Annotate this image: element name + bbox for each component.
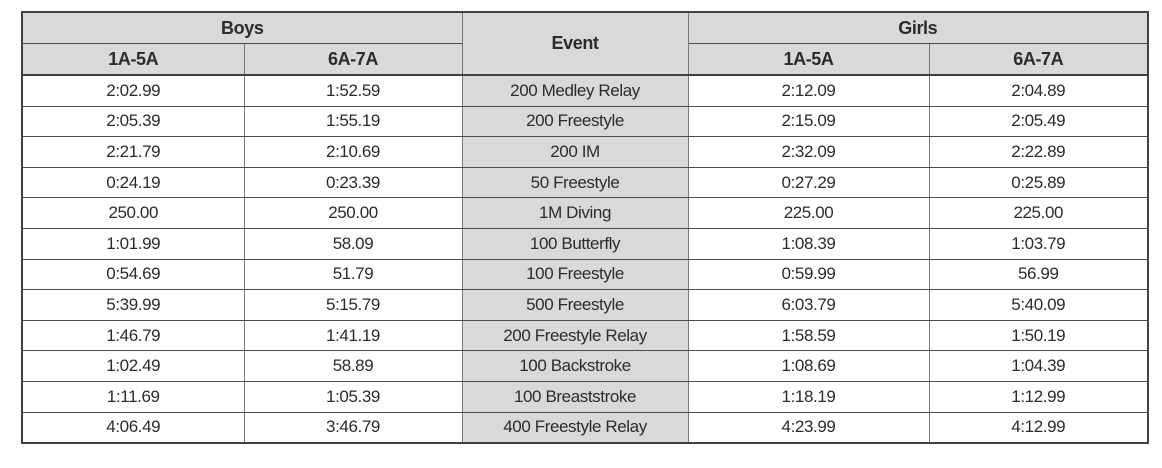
girls-1a5a-header: 1A-5A <box>687 43 930 76</box>
event-cell: 100 Butterfly <box>461 227 689 260</box>
event-cell: 200 Freestyle Relay <box>461 319 689 352</box>
girls-1a5a-time-cell: 1:08.69 <box>687 350 930 382</box>
division-header-row: 1A-5A 6A-7A 1A-5A 6A-7A <box>21 43 1149 76</box>
table-row: 250.00 250.00 1M Diving 225.00 225.00 <box>21 197 1149 229</box>
girls-6a7a-time-cell: 1:12.99 <box>928 380 1149 413</box>
girls-6a7a-header: 6A-7A <box>928 43 1149 76</box>
girls-1a5a-time-cell: 1:08.39 <box>687 227 930 260</box>
boys-1a5a-time-cell: 1:11.69 <box>21 380 245 413</box>
boys-1a5a-time-cell: 0:54.69 <box>21 258 245 291</box>
event-cell: 1M Diving <box>461 197 689 229</box>
girls-6a7a-time-cell: 56.99 <box>928 258 1149 291</box>
boys-6a7a-time-cell: 1:41.19 <box>243 319 463 352</box>
table-row: 1:02.49 58.89 100 Backstroke 1:08.69 1:0… <box>21 350 1149 382</box>
girls-6a7a-time-cell: 2:04.89 <box>928 74 1149 107</box>
qualifying-times-table-wrap: Boys Event Girls 1A-5A 6A-7A 1A-5A 6A-7A… <box>21 11 1150 445</box>
girls-6a7a-time-cell: 2:05.49 <box>928 105 1149 138</box>
boys-1a5a-time-cell: 5:39.99 <box>21 289 245 321</box>
girls-1a5a-time-cell: 0:59.99 <box>687 258 930 291</box>
event-column-header: Event <box>461 11 689 76</box>
girls-1a5a-time-cell: 225.00 <box>687 197 930 229</box>
table-row: 2:05.39 1:55.19 200 Freestyle 2:15.09 2:… <box>21 105 1149 138</box>
qualifying-times-table: Boys Event Girls 1A-5A 6A-7A 1A-5A 6A-7A… <box>21 11 1150 445</box>
girls-6a7a-time-cell: 225.00 <box>928 197 1149 229</box>
boys-6a7a-time-cell: 58.89 <box>243 350 463 382</box>
table-row: 0:24.19 0:23.39 50 Freestyle 0:27.29 0:2… <box>21 166 1149 199</box>
girls-1a5a-time-cell: 0:27.29 <box>687 166 930 199</box>
boys-6a7a-time-cell: 1:55.19 <box>243 105 463 138</box>
girls-1a5a-time-cell: 2:32.09 <box>687 136 930 168</box>
boys-1a5a-time-cell: 2:02.99 <box>21 74 245 107</box>
girls-1a5a-time-cell: 1:18.19 <box>687 380 930 413</box>
boys-group-header: Boys <box>21 11 463 44</box>
boys-1a5a-header: 1A-5A <box>21 43 245 76</box>
boys-1a5a-time-cell: 1:46.79 <box>21 319 245 352</box>
event-cell: 200 Medley Relay <box>461 74 689 107</box>
girls-1a5a-time-cell: 1:58.59 <box>687 319 930 352</box>
event-cell: 200 IM <box>461 136 689 168</box>
girls-6a7a-time-cell: 2:22.89 <box>928 136 1149 168</box>
table-row: 1:11.69 1:05.39 100 Breaststroke 1:18.19… <box>21 380 1149 413</box>
boys-1a5a-time-cell: 1:01.99 <box>21 227 245 260</box>
boys-6a7a-time-cell: 5:15.79 <box>243 289 463 321</box>
event-cell: 100 Freestyle <box>461 258 689 291</box>
girls-group-header: Girls <box>687 11 1149 44</box>
table-row: 0:54.69 51.79 100 Freestyle 0:59.99 56.9… <box>21 258 1149 291</box>
event-cell: 100 Breaststroke <box>461 380 689 413</box>
table-row: 4:06.49 3:46.79 400 Freestyle Relay 4:23… <box>21 411 1149 444</box>
girls-6a7a-time-cell: 1:03.79 <box>928 227 1149 260</box>
boys-6a7a-time-cell: 1:52.59 <box>243 74 463 107</box>
table-row: 5:39.99 5:15.79 500 Freestyle 6:03.79 5:… <box>21 289 1149 321</box>
table-body: 2:02.99 1:52.59 200 Medley Relay 2:12.09… <box>21 74 1149 444</box>
event-cell: 500 Freestyle <box>461 289 689 321</box>
girls-1a5a-time-cell: 2:12.09 <box>687 74 930 107</box>
table-row: 2:02.99 1:52.59 200 Medley Relay 2:12.09… <box>21 74 1149 107</box>
boys-6a7a-time-cell: 250.00 <box>243 197 463 229</box>
girls-6a7a-time-cell: 5:40.09 <box>928 289 1149 321</box>
boys-6a7a-time-cell: 0:23.39 <box>243 166 463 199</box>
girls-6a7a-time-cell: 1:04.39 <box>928 350 1149 382</box>
boys-1a5a-time-cell: 2:21.79 <box>21 136 245 168</box>
boys-6a7a-time-cell: 51.79 <box>243 258 463 291</box>
girls-1a5a-time-cell: 4:23.99 <box>687 411 930 444</box>
boys-1a5a-time-cell: 4:06.49 <box>21 411 245 444</box>
boys-6a7a-header: 6A-7A <box>243 43 463 76</box>
event-cell: 200 Freestyle <box>461 105 689 138</box>
girls-6a7a-time-cell: 1:50.19 <box>928 319 1149 352</box>
boys-6a7a-time-cell: 58.09 <box>243 227 463 260</box>
table-row: 2:21.79 2:10.69 200 IM 2:32.09 2:22.89 <box>21 136 1149 168</box>
boys-6a7a-time-cell: 3:46.79 <box>243 411 463 444</box>
event-cell: 100 Backstroke <box>461 350 689 382</box>
girls-1a5a-time-cell: 6:03.79 <box>687 289 930 321</box>
boys-1a5a-time-cell: 0:24.19 <box>21 166 245 199</box>
boys-6a7a-time-cell: 2:10.69 <box>243 136 463 168</box>
boys-1a5a-time-cell: 250.00 <box>21 197 245 229</box>
girls-6a7a-time-cell: 0:25.89 <box>928 166 1149 199</box>
boys-1a5a-time-cell: 1:02.49 <box>21 350 245 382</box>
event-cell: 50 Freestyle <box>461 166 689 199</box>
girls-6a7a-time-cell: 4:12.99 <box>928 411 1149 444</box>
girls-1a5a-time-cell: 2:15.09 <box>687 105 930 138</box>
event-cell: 400 Freestyle Relay <box>461 411 689 444</box>
group-header-row: Boys Event Girls <box>21 11 1149 76</box>
table-row: 1:46.79 1:41.19 200 Freestyle Relay 1:58… <box>21 319 1149 352</box>
table-row: 1:01.99 58.09 100 Butterfly 1:08.39 1:03… <box>21 227 1149 260</box>
boys-1a5a-time-cell: 2:05.39 <box>21 105 245 138</box>
boys-6a7a-time-cell: 1:05.39 <box>243 380 463 413</box>
table-header: Boys Event Girls 1A-5A 6A-7A 1A-5A 6A-7A <box>21 11 1149 76</box>
